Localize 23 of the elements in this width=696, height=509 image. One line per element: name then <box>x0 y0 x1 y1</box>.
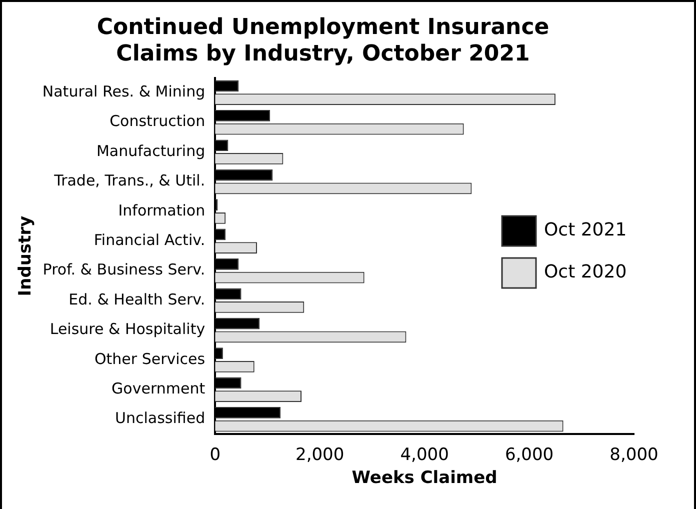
y-tick-label: Ed. & Health Serv. <box>68 290 206 308</box>
y-tick-label: Prof. & Business Serv. <box>42 260 206 279</box>
text: Continued Unemployment Insurance <box>96 14 550 40</box>
y-tick-label: Construction <box>110 112 206 130</box>
x-tick-label: 4,000 <box>400 444 449 465</box>
y-tick-label: Trade, Trans., & Util. <box>53 172 206 190</box>
y-tick-label: Financial Activ. <box>94 231 206 250</box>
y-tick-label: Manufacturing <box>96 142 206 160</box>
legend-label: Oct 2021 <box>544 220 627 241</box>
legend-label: Oct 2020 <box>544 262 627 283</box>
y-tick-label: Government <box>112 380 206 398</box>
y-tick-label: Other Services <box>94 350 206 368</box>
y-tick-label: Information <box>118 201 206 220</box>
x-tick-label: 0 <box>210 444 221 465</box>
y-tick-label: Natural Res. & Mining <box>42 82 206 101</box>
x-tick-label: 8,000 <box>610 444 658 465</box>
text: Claims by Industry, October 2021 <box>116 41 530 66</box>
y-tick-label: Unclassified <box>115 409 206 428</box>
x-tick-label: 6,000 <box>504 444 554 465</box>
y-axis-title: Industry <box>16 216 36 296</box>
y-tick-label: Leisure & Hospitality <box>50 320 206 338</box>
x-tick-label: 2,000 <box>295 444 344 465</box>
x-axis-title: Weeks Claimed <box>352 468 498 488</box>
